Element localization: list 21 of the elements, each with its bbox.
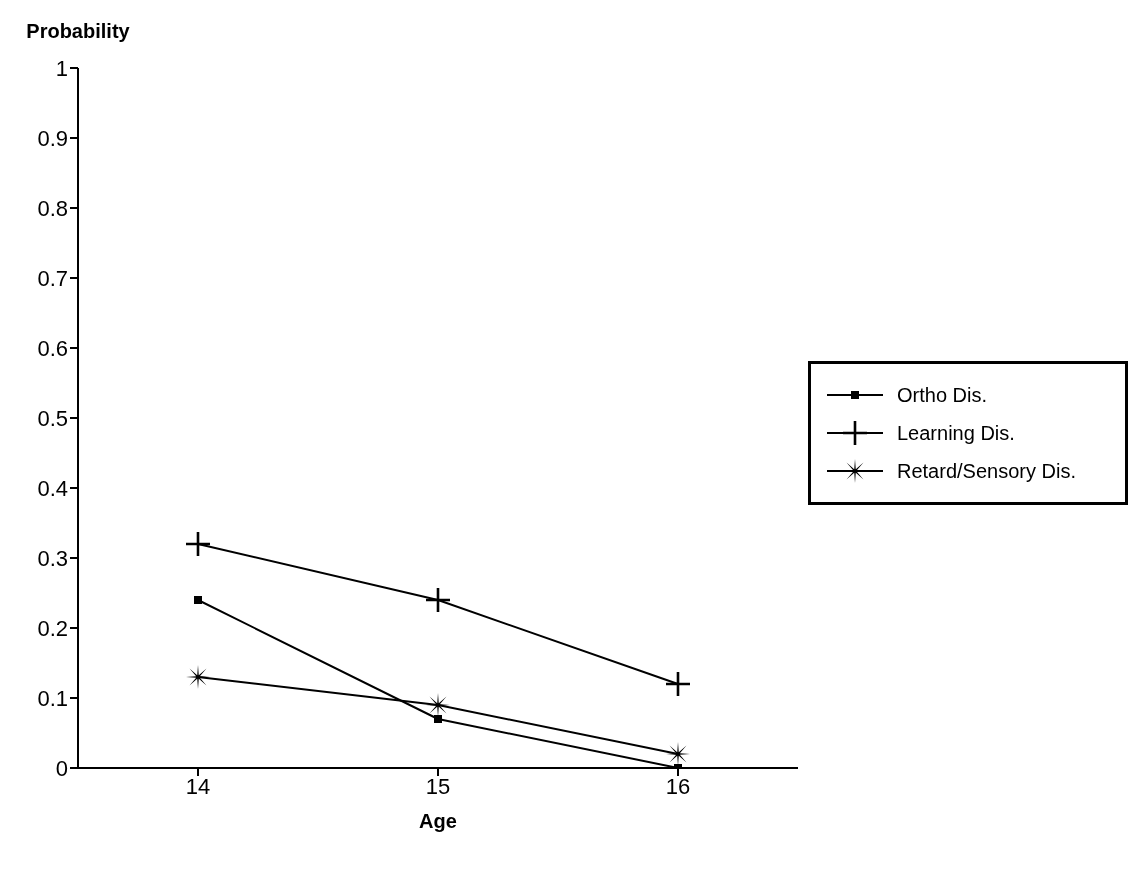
x-tick-label: 16	[665, 773, 691, 799]
y-tick-label: 0.6	[37, 335, 68, 361]
y-tick-label: 0.2	[37, 615, 68, 641]
x-tick-label: 14	[185, 773, 211, 799]
y-axis-title: Probability	[26, 20, 131, 42]
legend-label: Retard/Sensory Dis.	[897, 459, 1076, 483]
y-tick-label: 0.5	[37, 405, 68, 431]
legend-label: Ortho Dis.	[897, 383, 988, 407]
x-axis-title: Age	[419, 810, 457, 832]
y-tick-label: 0.1	[37, 685, 68, 711]
y-tick-label: 0.3	[37, 545, 68, 571]
point	[194, 596, 202, 604]
y-tick-label: 0.7	[37, 265, 68, 291]
y-tick-label: 0.8	[37, 195, 68, 221]
legend-label: Learning Dis.	[897, 421, 1015, 445]
y-tick-label: 0.4	[37, 475, 68, 501]
y-tick-label: 0.9	[37, 125, 68, 151]
point	[434, 715, 442, 723]
y-tick-label: 0	[55, 755, 68, 781]
y-tick-label: 1	[55, 55, 68, 81]
x-tick-label: 15	[425, 773, 451, 799]
